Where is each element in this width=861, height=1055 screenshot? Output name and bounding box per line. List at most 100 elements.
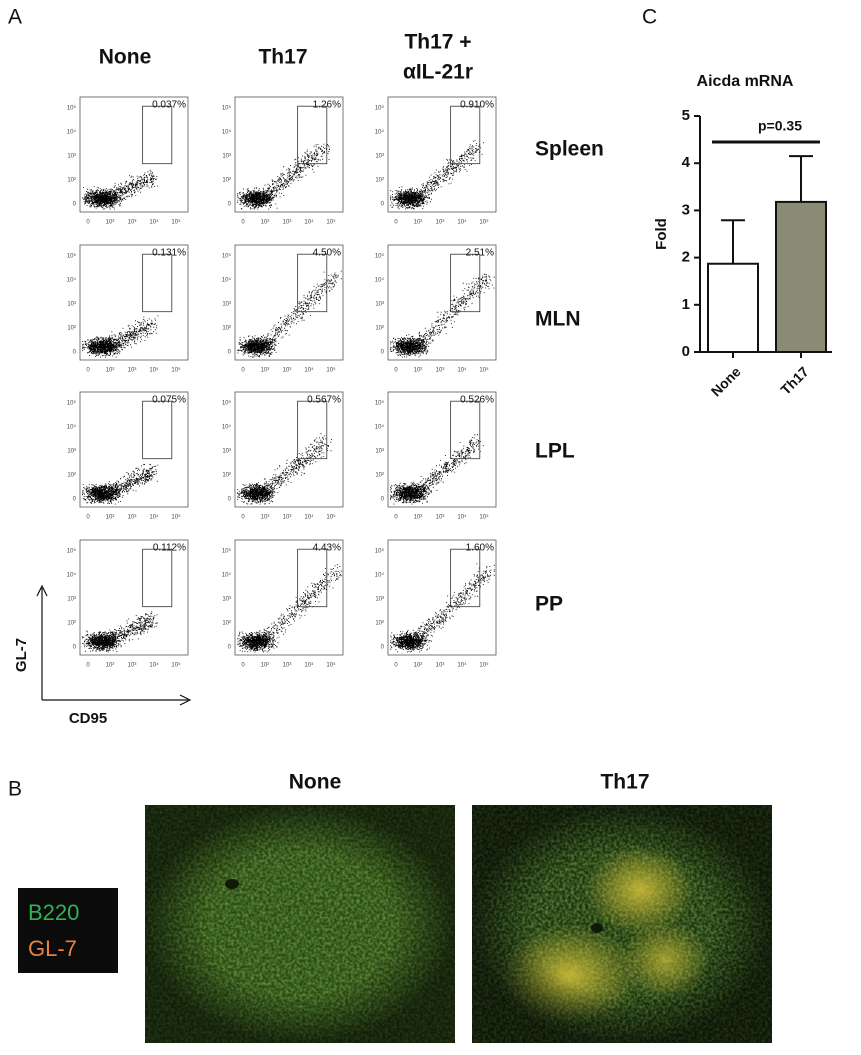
flow-y-tick: 10⁵	[67, 400, 77, 407]
flow-y-tick: 10⁴	[67, 129, 77, 136]
flow-plot-frame	[234, 391, 344, 508]
flow-x-tick: 10³	[436, 220, 445, 226]
flow-plot-frame	[387, 244, 497, 361]
gate	[142, 253, 173, 313]
flow-y-tick: 10⁵	[222, 105, 232, 112]
flow-y-tick: 10⁵	[222, 548, 232, 555]
gate-percent: 1.60%	[466, 543, 494, 554]
y-tick-label: 5	[682, 107, 690, 124]
flow-x-tick: 10⁴	[457, 514, 467, 521]
legend-item: B220	[28, 900, 79, 925]
flow-x-tick: 10⁴	[149, 219, 159, 226]
flow-dots	[82, 463, 159, 505]
flow-y-tick: 10³	[67, 302, 76, 308]
bar	[775, 200, 827, 353]
flow-x-tick: 0	[394, 515, 398, 521]
flow-x-tick: 10⁵	[479, 219, 489, 226]
flow-y-tick: 10³	[222, 154, 231, 160]
flow-x-tick: 10⁵	[171, 662, 181, 669]
flow-dots	[390, 434, 484, 505]
gate-percent: 2.51%	[466, 248, 494, 259]
flow-x-tick: 0	[394, 220, 398, 226]
flow-dots	[237, 143, 330, 210]
flow-dots	[82, 611, 158, 653]
flow-x-tick: 10³	[128, 368, 137, 374]
flow-x-tick: 10²	[261, 368, 270, 374]
flow-y-tick: 10⁴	[375, 424, 385, 431]
flow-y-tick: 10⁵	[375, 105, 385, 112]
flow-y-tick: 10²	[67, 473, 76, 479]
flow-y-tick: 10³	[67, 597, 76, 603]
row-label: MLN	[535, 308, 581, 331]
gate-percent: 0.567%	[307, 395, 341, 406]
gate-percent: 4.50%	[313, 248, 341, 259]
flow-y-tick: 10³	[375, 597, 384, 603]
flow-y-tick: 10⁴	[67, 572, 77, 579]
flow-y-tick: 10²	[222, 621, 231, 627]
flow-y-tick: 10³	[222, 302, 231, 308]
annotation: p=0.35	[758, 118, 802, 134]
flow-x-tick: 10²	[106, 220, 115, 226]
flow-x-tick: 0	[86, 515, 90, 521]
flow-y-tick: 10³	[67, 154, 76, 160]
column-header: Th17	[258, 46, 307, 69]
gate-percent: 1.26%	[313, 100, 341, 111]
flow-y-tick: 0	[73, 350, 77, 356]
gate	[450, 105, 481, 165]
flow-y-tick: 10⁵	[375, 400, 385, 407]
chart-title: Aicda mRNA	[697, 73, 794, 90]
flow-y-tick: 10⁴	[222, 129, 232, 136]
flow-y-tick: 10²	[222, 473, 231, 479]
flow-x-tick: 0	[394, 368, 398, 374]
gate-percent: 0.075%	[152, 395, 186, 406]
gate-percent: 0.037%	[152, 100, 186, 111]
y-axis-label: Fold	[653, 218, 670, 250]
row-label: Spleen	[535, 138, 604, 161]
flow-y-tick: 0	[73, 497, 77, 503]
flow-x-tick: 10³	[128, 663, 137, 669]
y-tick-label: 3	[682, 201, 690, 218]
flow-x-tick: 10⁵	[479, 514, 489, 521]
flow-y-tick: 10⁵	[375, 548, 385, 555]
flow-y-tick: 10²	[222, 178, 231, 184]
flow-x-tick: 10⁴	[457, 219, 467, 226]
gate-percent: 0.910%	[460, 100, 494, 111]
gate	[450, 400, 481, 460]
column-header: αIL-21r	[403, 61, 473, 84]
flow-dots	[82, 315, 159, 358]
flow-x-tick: 10³	[283, 663, 292, 669]
flow-y-tick: 10⁵	[67, 548, 77, 555]
flow-y-tick: 10²	[375, 178, 384, 184]
column-header: Th17	[600, 771, 649, 794]
flow-plot-frame	[79, 539, 189, 656]
flow-x-tick: 10³	[128, 220, 137, 226]
flow-y-tick: 10⁵	[222, 400, 232, 407]
gate-percent: 0.526%	[460, 395, 494, 406]
flow-x-tick: 10³	[283, 368, 292, 374]
flow-y-tick: 0	[381, 202, 385, 208]
flow-x-tick: 10²	[261, 515, 270, 521]
row-label: LPL	[535, 440, 575, 463]
x-axis-label: CD95	[69, 710, 107, 727]
flow-y-tick: 10⁴	[222, 277, 232, 284]
column-header: None	[289, 771, 342, 794]
flow-y-tick: 0	[228, 350, 232, 356]
flow-y-tick: 0	[228, 202, 232, 208]
flow-y-tick: 10³	[375, 302, 384, 308]
flow-y-tick: 10²	[375, 326, 384, 332]
flow-y-tick: 10⁴	[222, 424, 232, 431]
panel-label: C	[642, 6, 657, 29]
gate	[142, 548, 173, 608]
flow-x-tick: 10⁴	[149, 514, 159, 521]
flow-x-tick: 10⁵	[326, 662, 336, 669]
gate	[142, 105, 173, 165]
column-header: Th17 +	[404, 31, 471, 54]
gate	[297, 400, 328, 460]
flow-y-tick: 0	[228, 497, 232, 503]
flow-x-tick: 0	[241, 220, 245, 226]
flow-y-tick: 10³	[375, 449, 384, 455]
flow-x-tick: 10⁵	[171, 514, 181, 521]
flow-x-tick: 0	[241, 368, 245, 374]
flow-dots	[237, 433, 332, 505]
